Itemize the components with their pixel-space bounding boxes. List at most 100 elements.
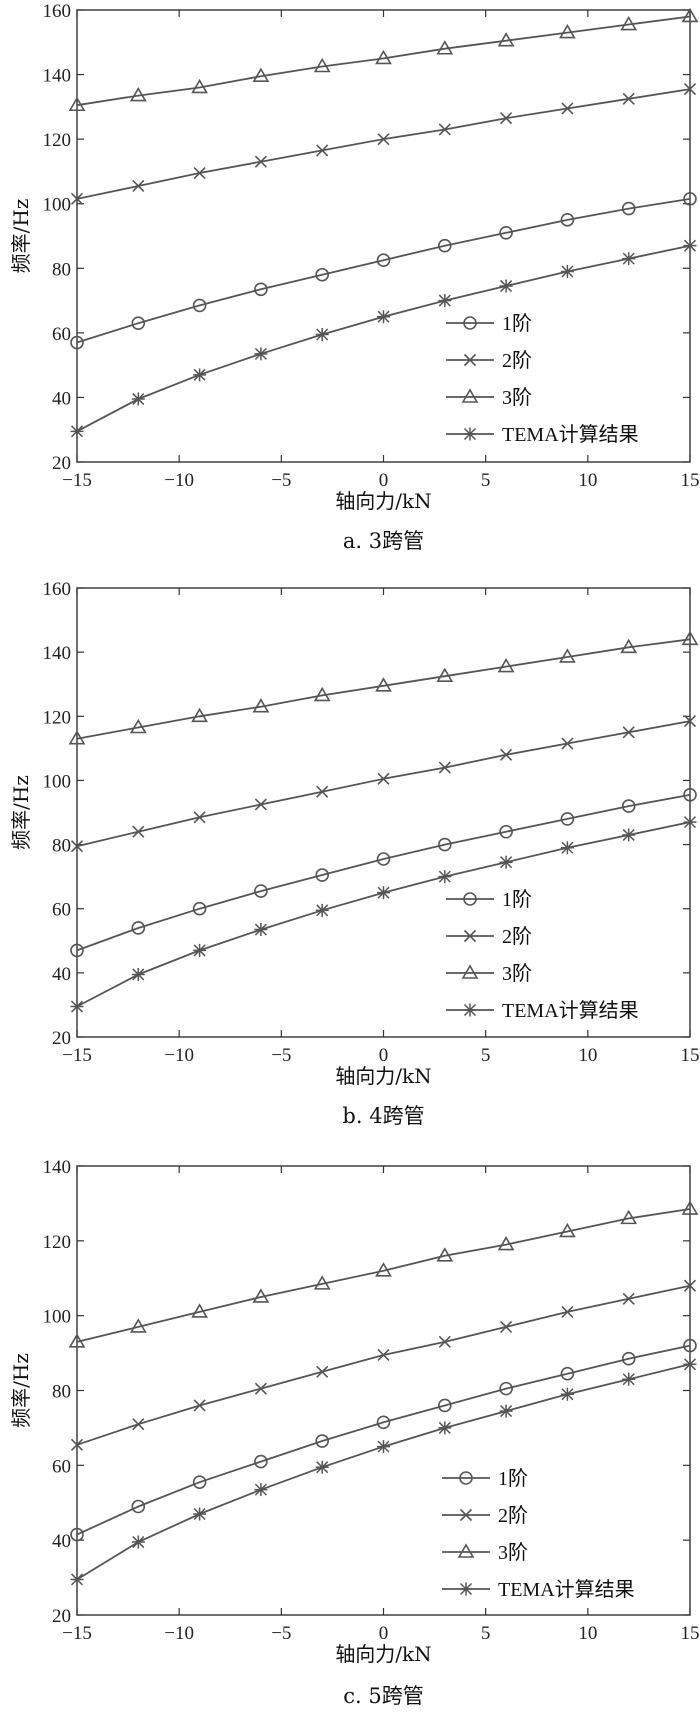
x-tick-label: 0 bbox=[379, 1623, 389, 1644]
data-point-triangle bbox=[191, 707, 208, 723]
x-tick-label: 0 bbox=[379, 1045, 389, 1066]
data-point-circle bbox=[499, 225, 513, 240]
legend-item: 3阶 bbox=[446, 386, 532, 409]
data-point-x bbox=[132, 825, 145, 838]
x-tick-label: −15 bbox=[62, 470, 92, 491]
data-point-triangle bbox=[68, 730, 86, 745]
data-point-triangle bbox=[375, 1262, 392, 1277]
data-point-star bbox=[377, 886, 390, 900]
series-line bbox=[76, 244, 691, 433]
chart-panel-b: −15 −10 −5 0 5 10 15 20 40 60 80 100 120 140 160 轴向力/kN… bbox=[9, 579, 700, 1128]
series-line bbox=[76, 1208, 691, 1343]
y-tick-label: 140 bbox=[43, 643, 72, 664]
series-circle bbox=[70, 1338, 697, 1542]
data-point-star bbox=[254, 347, 268, 361]
legend-label: 1阶 bbox=[498, 1467, 528, 1490]
data-point-x bbox=[70, 1438, 84, 1451]
series-line bbox=[76, 198, 691, 344]
data-point-star bbox=[622, 252, 636, 266]
y-tick-label: 140 bbox=[43, 66, 72, 87]
data-point-circle bbox=[131, 1499, 146, 1514]
series-line bbox=[76, 720, 691, 848]
data-point-star bbox=[254, 923, 268, 937]
data-point-star bbox=[193, 1507, 207, 1521]
data-point-triangle bbox=[252, 698, 270, 713]
plot-frame bbox=[76, 1165, 691, 1616]
legend: 1阶 2阶 3阶 TEMA计算结果 bbox=[446, 888, 639, 1022]
data-point-circle bbox=[376, 852, 391, 866]
data-point-x bbox=[683, 1279, 697, 1292]
series-line bbox=[76, 1344, 691, 1536]
y-tick-label: 120 bbox=[43, 707, 72, 728]
y-tick-label: 60 bbox=[52, 1456, 71, 1477]
data-point-circle bbox=[376, 253, 391, 268]
data-point-x bbox=[622, 92, 635, 105]
legend-marker-circle bbox=[459, 1471, 473, 1485]
data-point-circle bbox=[683, 192, 697, 206]
y-tick-label: 60 bbox=[52, 324, 71, 345]
x-tick-label: 10 bbox=[578, 470, 597, 491]
legend-marker-x bbox=[459, 1508, 473, 1522]
legend-marker-x bbox=[463, 929, 477, 943]
data-point-x bbox=[622, 1292, 635, 1305]
data-point-triangle bbox=[436, 667, 454, 682]
y-tick-label: 20 bbox=[52, 1606, 71, 1627]
legend-item: TEMA计算结果 bbox=[446, 423, 639, 446]
data-point-x bbox=[377, 772, 390, 785]
data-point-triangle bbox=[559, 648, 576, 663]
data-point-x bbox=[132, 179, 145, 193]
y-tick-label: 80 bbox=[52, 1382, 71, 1403]
data-point-star bbox=[193, 368, 207, 382]
series-circle bbox=[70, 192, 697, 350]
series-line bbox=[76, 794, 691, 952]
series-line bbox=[76, 1284, 691, 1446]
legend-marker-star bbox=[459, 1582, 473, 1596]
y-tick-label: 60 bbox=[52, 900, 71, 921]
chart-caption: c. 5跨管 bbox=[343, 1684, 423, 1708]
data-point-star bbox=[254, 1483, 268, 1497]
data-point-x bbox=[622, 726, 635, 739]
legend-marker-x bbox=[463, 353, 477, 367]
data-point-circle bbox=[683, 1338, 697, 1353]
data-point-star bbox=[193, 943, 207, 957]
y-tick-label: 100 bbox=[43, 1307, 72, 1328]
data-point-circle bbox=[437, 1398, 452, 1413]
data-point-x bbox=[254, 1382, 267, 1395]
data-point-circle bbox=[621, 799, 636, 813]
legend-item: 1阶 bbox=[442, 1467, 528, 1490]
series-line bbox=[76, 88, 691, 200]
x-tick-label: −5 bbox=[271, 470, 291, 491]
y-tick-label: 80 bbox=[52, 259, 71, 280]
legend-label: 2阶 bbox=[502, 925, 532, 948]
legend-item: TEMA计算结果 bbox=[442, 1578, 635, 1601]
series-circle bbox=[70, 788, 697, 958]
series-triangle bbox=[68, 1200, 699, 1348]
data-point-triangle bbox=[681, 1200, 699, 1215]
legend-label: 1阶 bbox=[502, 312, 532, 335]
data-point-triangle bbox=[191, 1303, 208, 1318]
legend-label: TEMA计算结果 bbox=[498, 1578, 635, 1601]
data-point-x bbox=[377, 133, 390, 146]
data-point-star bbox=[70, 424, 84, 438]
data-point-star bbox=[622, 1372, 636, 1386]
legend-label: 2阶 bbox=[502, 349, 532, 372]
y-tick-label: 80 bbox=[52, 836, 71, 857]
data-point-x bbox=[438, 1335, 451, 1348]
data-point-triangle bbox=[129, 718, 147, 734]
data-point-star bbox=[377, 1440, 390, 1454]
x-tick-label: −15 bbox=[62, 1045, 92, 1066]
data-point-star bbox=[131, 1535, 145, 1549]
y-tick-label: 20 bbox=[52, 453, 71, 474]
data-point-triangle bbox=[129, 1318, 147, 1333]
data-point-circle bbox=[560, 812, 575, 826]
data-point-triangle bbox=[191, 78, 208, 94]
legend-item: 1阶 bbox=[446, 888, 532, 911]
y-tick-label: 140 bbox=[43, 1157, 72, 1178]
data-point-triangle bbox=[68, 96, 86, 112]
data-point-x bbox=[193, 811, 206, 824]
y-axis-label: 频率/Hz bbox=[9, 775, 33, 850]
data-point-x bbox=[500, 1320, 513, 1333]
y-axis-label: 频率/Hz bbox=[9, 1353, 33, 1428]
data-point-circle bbox=[560, 213, 575, 227]
data-point-star bbox=[131, 967, 145, 981]
